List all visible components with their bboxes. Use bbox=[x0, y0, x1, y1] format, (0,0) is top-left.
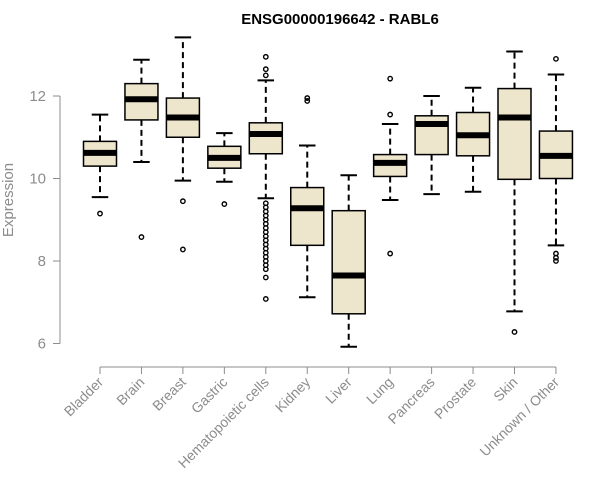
outlier-point bbox=[262, 72, 269, 79]
outlier-point bbox=[262, 66, 269, 73]
outlier-point bbox=[304, 98, 311, 104]
box-prostate bbox=[455, 86, 491, 193]
box-gastric bbox=[207, 132, 242, 207]
box-breast bbox=[165, 36, 201, 253]
outlier-point bbox=[262, 266, 269, 273]
outlier-point bbox=[553, 258, 559, 264]
box-kidney bbox=[290, 95, 325, 299]
outlier-point bbox=[179, 198, 186, 205]
x-tick-label: Lung bbox=[363, 374, 396, 407]
x-tick-label: Bladder bbox=[61, 374, 107, 420]
x-tick-label: Brain bbox=[113, 374, 147, 408]
x-tick-label: Skin bbox=[490, 374, 521, 405]
box-unknown-other bbox=[538, 55, 574, 264]
box-lung bbox=[372, 75, 408, 257]
outlier-point bbox=[553, 254, 559, 261]
box-liver bbox=[331, 174, 366, 348]
box-bladder bbox=[82, 113, 118, 217]
x-tick-label: Unknown / Other bbox=[476, 374, 562, 460]
outlier-point bbox=[179, 246, 186, 253]
outlier-point bbox=[387, 111, 394, 118]
outlier-point bbox=[262, 274, 269, 281]
x-tick-label: Kidney bbox=[272, 374, 314, 416]
box-hematopoietic-cells bbox=[248, 53, 284, 302]
box-pancreas bbox=[414, 95, 449, 196]
outlier-point bbox=[262, 53, 269, 60]
x-tick-label: Prostate bbox=[431, 374, 479, 422]
iqr-box bbox=[248, 122, 284, 155]
axes: 6 8 10 12 bbox=[29, 88, 557, 374]
outlier-point bbox=[97, 210, 103, 217]
iqr-box bbox=[331, 209, 366, 315]
boxes bbox=[82, 36, 574, 348]
y-axis-label: Expression bbox=[0, 163, 17, 237]
y-tick-label: 8 bbox=[38, 253, 46, 270]
box-brain bbox=[124, 58, 159, 240]
x-tick-label: Breast bbox=[149, 374, 189, 414]
outlier-point bbox=[511, 329, 518, 335]
outlier-point bbox=[387, 75, 394, 82]
chart-title: ENSG00000196642 - RABL6 bbox=[241, 11, 439, 28]
y-tick-label: 10 bbox=[29, 171, 46, 188]
x-tick-label: Liver bbox=[322, 374, 355, 407]
outlier-point bbox=[387, 250, 394, 257]
outlier-point bbox=[262, 296, 269, 302]
iqr-box bbox=[497, 87, 532, 181]
outlier-point bbox=[221, 201, 228, 207]
outlier-point bbox=[138, 234, 145, 240]
outlier-point bbox=[553, 55, 559, 62]
y-tick-label: 12 bbox=[29, 88, 46, 105]
box-skin bbox=[497, 50, 532, 335]
iqr-box bbox=[290, 186, 325, 247]
outlier-point bbox=[304, 95, 311, 101]
y-tick-label: 6 bbox=[38, 336, 46, 353]
